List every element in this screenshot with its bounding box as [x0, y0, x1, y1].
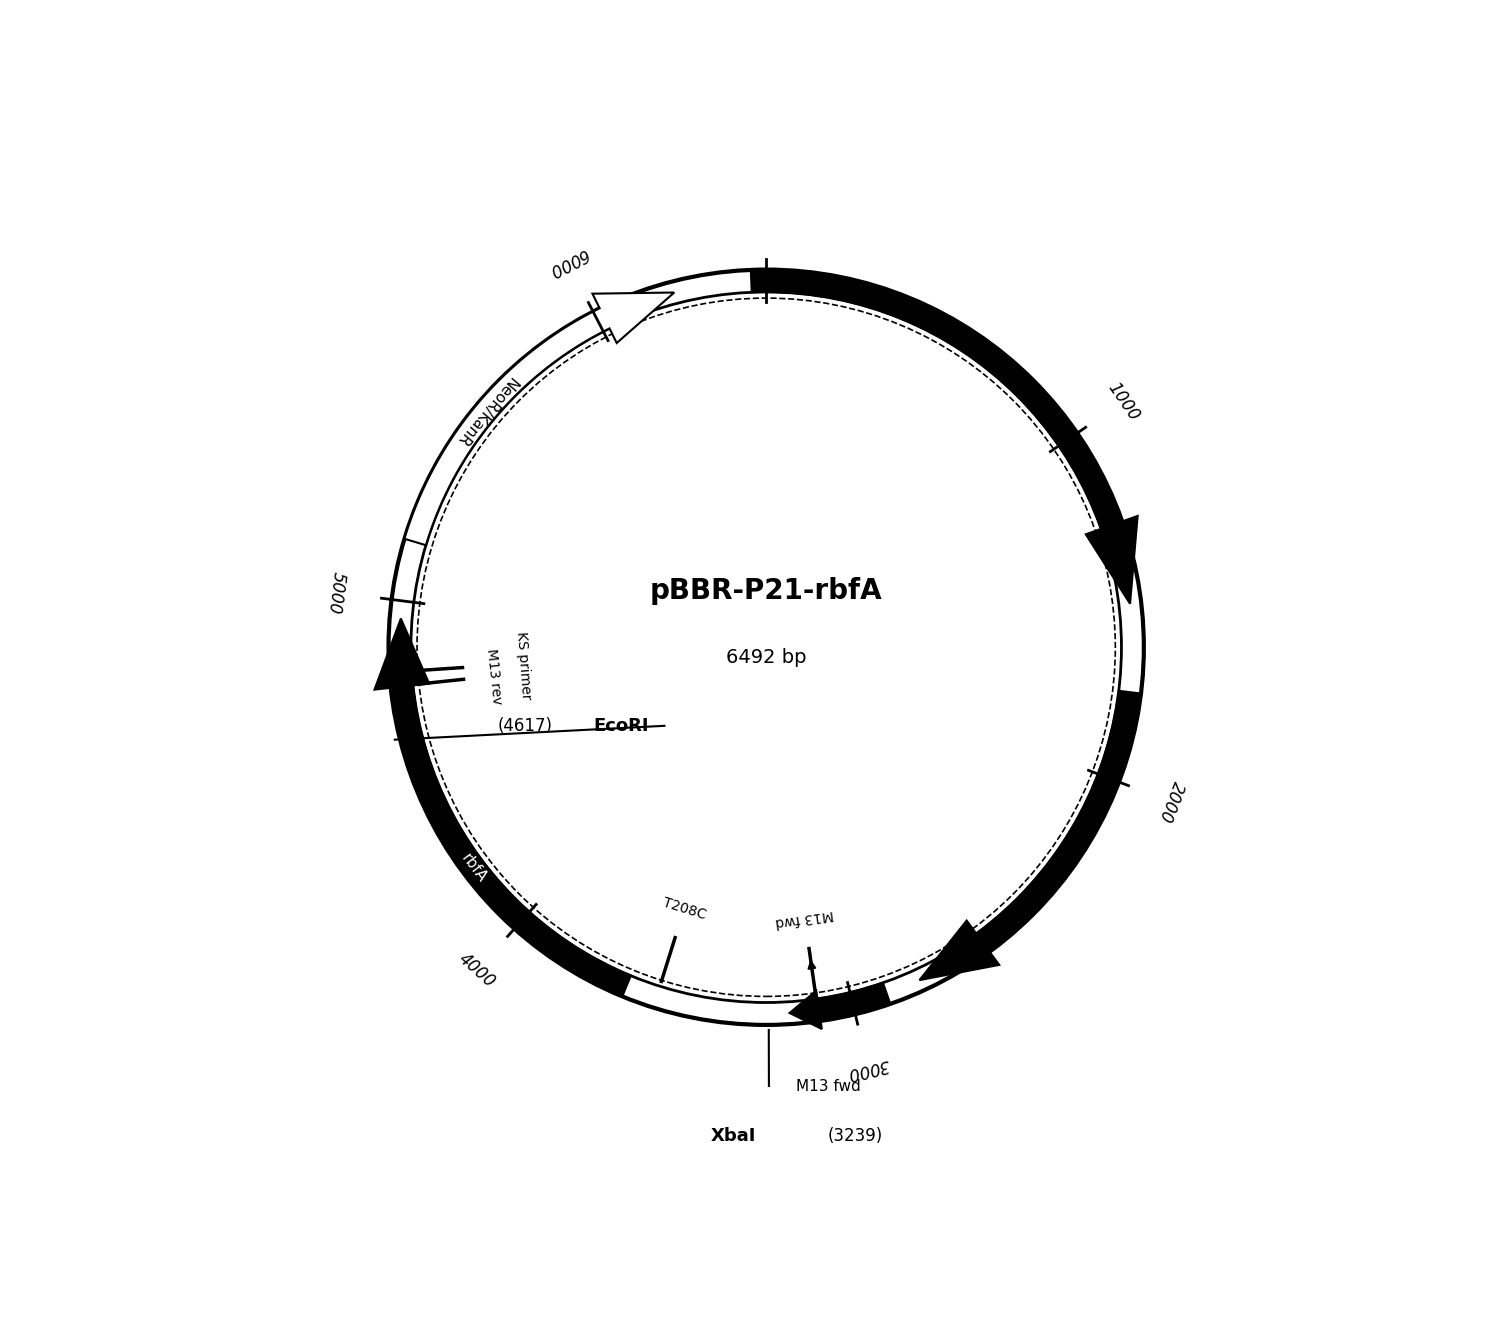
Text: EcoRI: EcoRI: [594, 717, 649, 735]
Text: 3000: 3000: [846, 1055, 891, 1083]
Text: pBBR-P21-rbfA: pBBR-P21-rbfA: [650, 578, 882, 605]
Text: 2000: 2000: [1156, 779, 1187, 825]
Text: M13 rev: M13 rev: [484, 648, 504, 705]
Polygon shape: [405, 292, 674, 545]
Text: NeoR/KanR: NeoR/KanR: [453, 373, 520, 448]
Text: 6492 bp: 6492 bp: [727, 648, 806, 666]
Text: 4000: 4000: [456, 949, 499, 992]
Text: 1000: 1000: [1103, 378, 1142, 424]
Text: XbaI: XbaI: [710, 1126, 756, 1145]
Polygon shape: [750, 270, 1138, 604]
Text: KS primer: KS primer: [514, 631, 534, 701]
Text: M13 fwd: M13 fwd: [774, 907, 834, 929]
Text: M13 fwd: M13 fwd: [797, 1079, 861, 1095]
Text: T208C: T208C: [661, 895, 707, 921]
Polygon shape: [919, 691, 1141, 980]
Polygon shape: [375, 619, 631, 997]
Polygon shape: [789, 982, 891, 1029]
Text: (4617): (4617): [498, 717, 553, 735]
Text: rbfA: rbfA: [457, 850, 489, 884]
Text: 6000: 6000: [544, 245, 591, 279]
Text: (3239): (3239): [827, 1126, 882, 1145]
Text: 5000: 5000: [324, 570, 348, 615]
